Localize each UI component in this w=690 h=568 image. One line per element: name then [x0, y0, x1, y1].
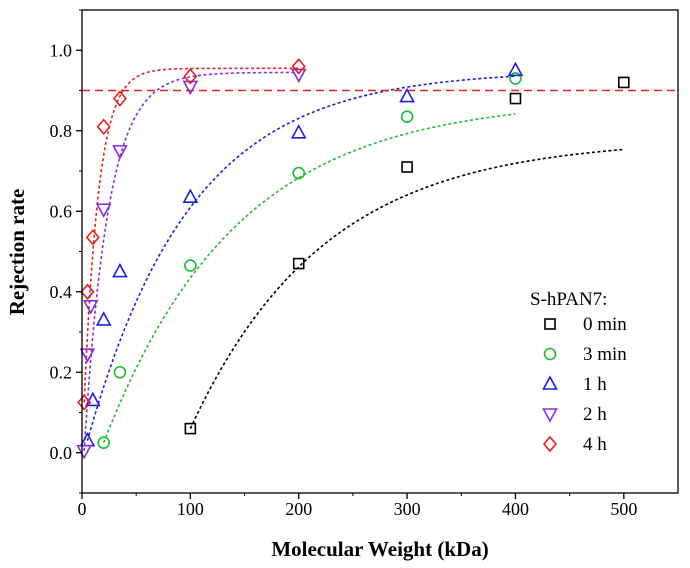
data-point-3-min-20 [97, 436, 110, 449]
y-tick-label-0.6: 0.6 [50, 201, 73, 221]
y-tick-label-1.0: 1.0 [50, 40, 73, 60]
x-tick-label-0: 0 [78, 499, 87, 519]
data-point-4-h-10 [85, 229, 100, 246]
data-point-4-h-35 [112, 90, 127, 107]
legend: S-hPAN7: 0 min 3 min 1 h 2 h 4 h [530, 289, 627, 455]
data-point-4-h-200 [291, 58, 306, 75]
x-tick-label-300: 300 [394, 499, 421, 519]
x-tick-label-100: 100 [177, 499, 204, 519]
data-point-4-h-100 [183, 68, 198, 85]
fit-curve-1-h [86, 75, 516, 441]
y-tick-label-0.8: 0.8 [50, 121, 73, 141]
fit-curve-3-min [102, 113, 516, 443]
legend-marker-2-h [542, 408, 558, 423]
y-tick-label-0.4: 0.4 [50, 282, 73, 302]
fit-curve-4-h [83, 67, 299, 403]
legend-label-0-min: 0 min [583, 314, 627, 335]
data-point-0-min-500 [618, 76, 630, 89]
data-point-1-h-200 [290, 124, 307, 139]
data-point-4-h-2 [77, 394, 92, 411]
data-point-2-h-100 [182, 80, 199, 96]
data-point-1-h-10 [84, 391, 101, 407]
plot-frame [81, 9, 679, 494]
x-tick-label-400: 400 [502, 499, 529, 519]
fit-curve-0-min [189, 148, 624, 429]
fit-curve-2-h [83, 71, 299, 451]
data-point-4-h-5 [80, 283, 95, 300]
data-point-1-h-20 [95, 311, 112, 326]
data-point-2-h-5 [79, 348, 96, 363]
y-tick-label-0.2: 0.2 [50, 362, 73, 382]
data-point-2-h-200 [290, 68, 307, 84]
data-point-1-h-100 [182, 188, 199, 203]
legend-title: S-hPAN7: [530, 289, 607, 310]
legend-marker-0-min [544, 318, 556, 330]
data-point-2-h-20 [95, 203, 112, 218]
data-point-0-min-200 [292, 257, 305, 270]
y-tick-label-0.0: 0.0 [50, 443, 73, 463]
data-point-0-min-100 [184, 422, 197, 435]
x-tick-label-200: 200 [285, 499, 312, 519]
data-point-3-min-35 [113, 365, 127, 379]
data-point-1-h-35 [112, 262, 128, 278]
legend-marker-1-h [542, 375, 558, 390]
legend-label-2-h: 2 h [583, 404, 607, 425]
data-point-1-h-300 [399, 87, 415, 103]
data-point-2-h-2 [76, 444, 93, 460]
data-point-2-h-8 [82, 300, 99, 315]
legend-marker-4-h [542, 435, 558, 453]
data-point-3-min-400 [509, 72, 522, 85]
data-point-1-h-400 [507, 61, 524, 77]
x-tick-label-500: 500 [610, 499, 637, 519]
y-axis-title: Rejection rate [5, 189, 29, 316]
legend-marker-3-min [543, 347, 557, 361]
data-point-0-min-300 [401, 161, 413, 173]
data-point-3-min-100 [184, 259, 197, 272]
data-point-4-h-20 [96, 118, 111, 135]
x-axis-title: Molecular Weight (kDa) [271, 537, 488, 561]
legend-label-1-h: 1 h [583, 374, 607, 395]
data-point-2-h-35 [112, 145, 128, 160]
data-point-0-min-400 [509, 92, 522, 105]
legend-label-3-min: 3 min [583, 344, 627, 365]
data-point-3-min-200 [292, 166, 306, 180]
data-point-3-min-300 [400, 110, 414, 123]
legend-label-4-h: 4 h [583, 434, 607, 455]
